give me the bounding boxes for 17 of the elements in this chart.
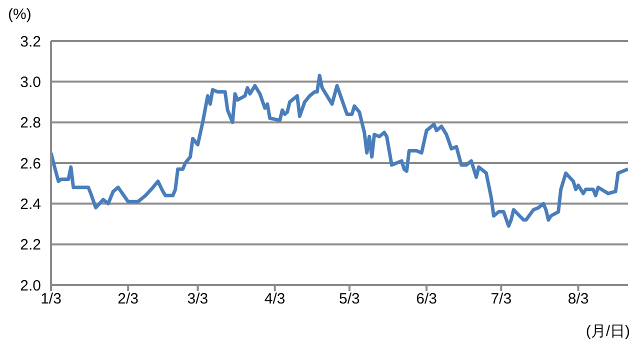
y-tick-label: 2.0 [20, 277, 41, 294]
y-tick-label: 2.8 [20, 114, 41, 132]
x-tick-label: 2/3 [118, 290, 139, 308]
y-axis-title: (%) [8, 6, 32, 23]
y-tick-label: 2.2 [20, 236, 41, 254]
x-tick-label: 5/3 [339, 290, 360, 308]
x-axis-title: (月/日) [586, 322, 630, 341]
x-tick-label: 1/3 [40, 290, 62, 308]
y-tick-label: 2.4 [20, 196, 41, 213]
x-tick-label: 7/3 [490, 290, 512, 308]
y-tick-label: 3.2 [20, 33, 41, 50]
y-tick-label: 2.6 [20, 155, 41, 172]
x-tick-label: 4/3 [264, 290, 286, 308]
x-tick-label: 3/3 [187, 290, 208, 308]
y-tick-label: 3.0 [20, 74, 41, 91]
x-tick-label: 6/3 [416, 290, 437, 308]
x-tick-label: 8/3 [568, 290, 589, 308]
